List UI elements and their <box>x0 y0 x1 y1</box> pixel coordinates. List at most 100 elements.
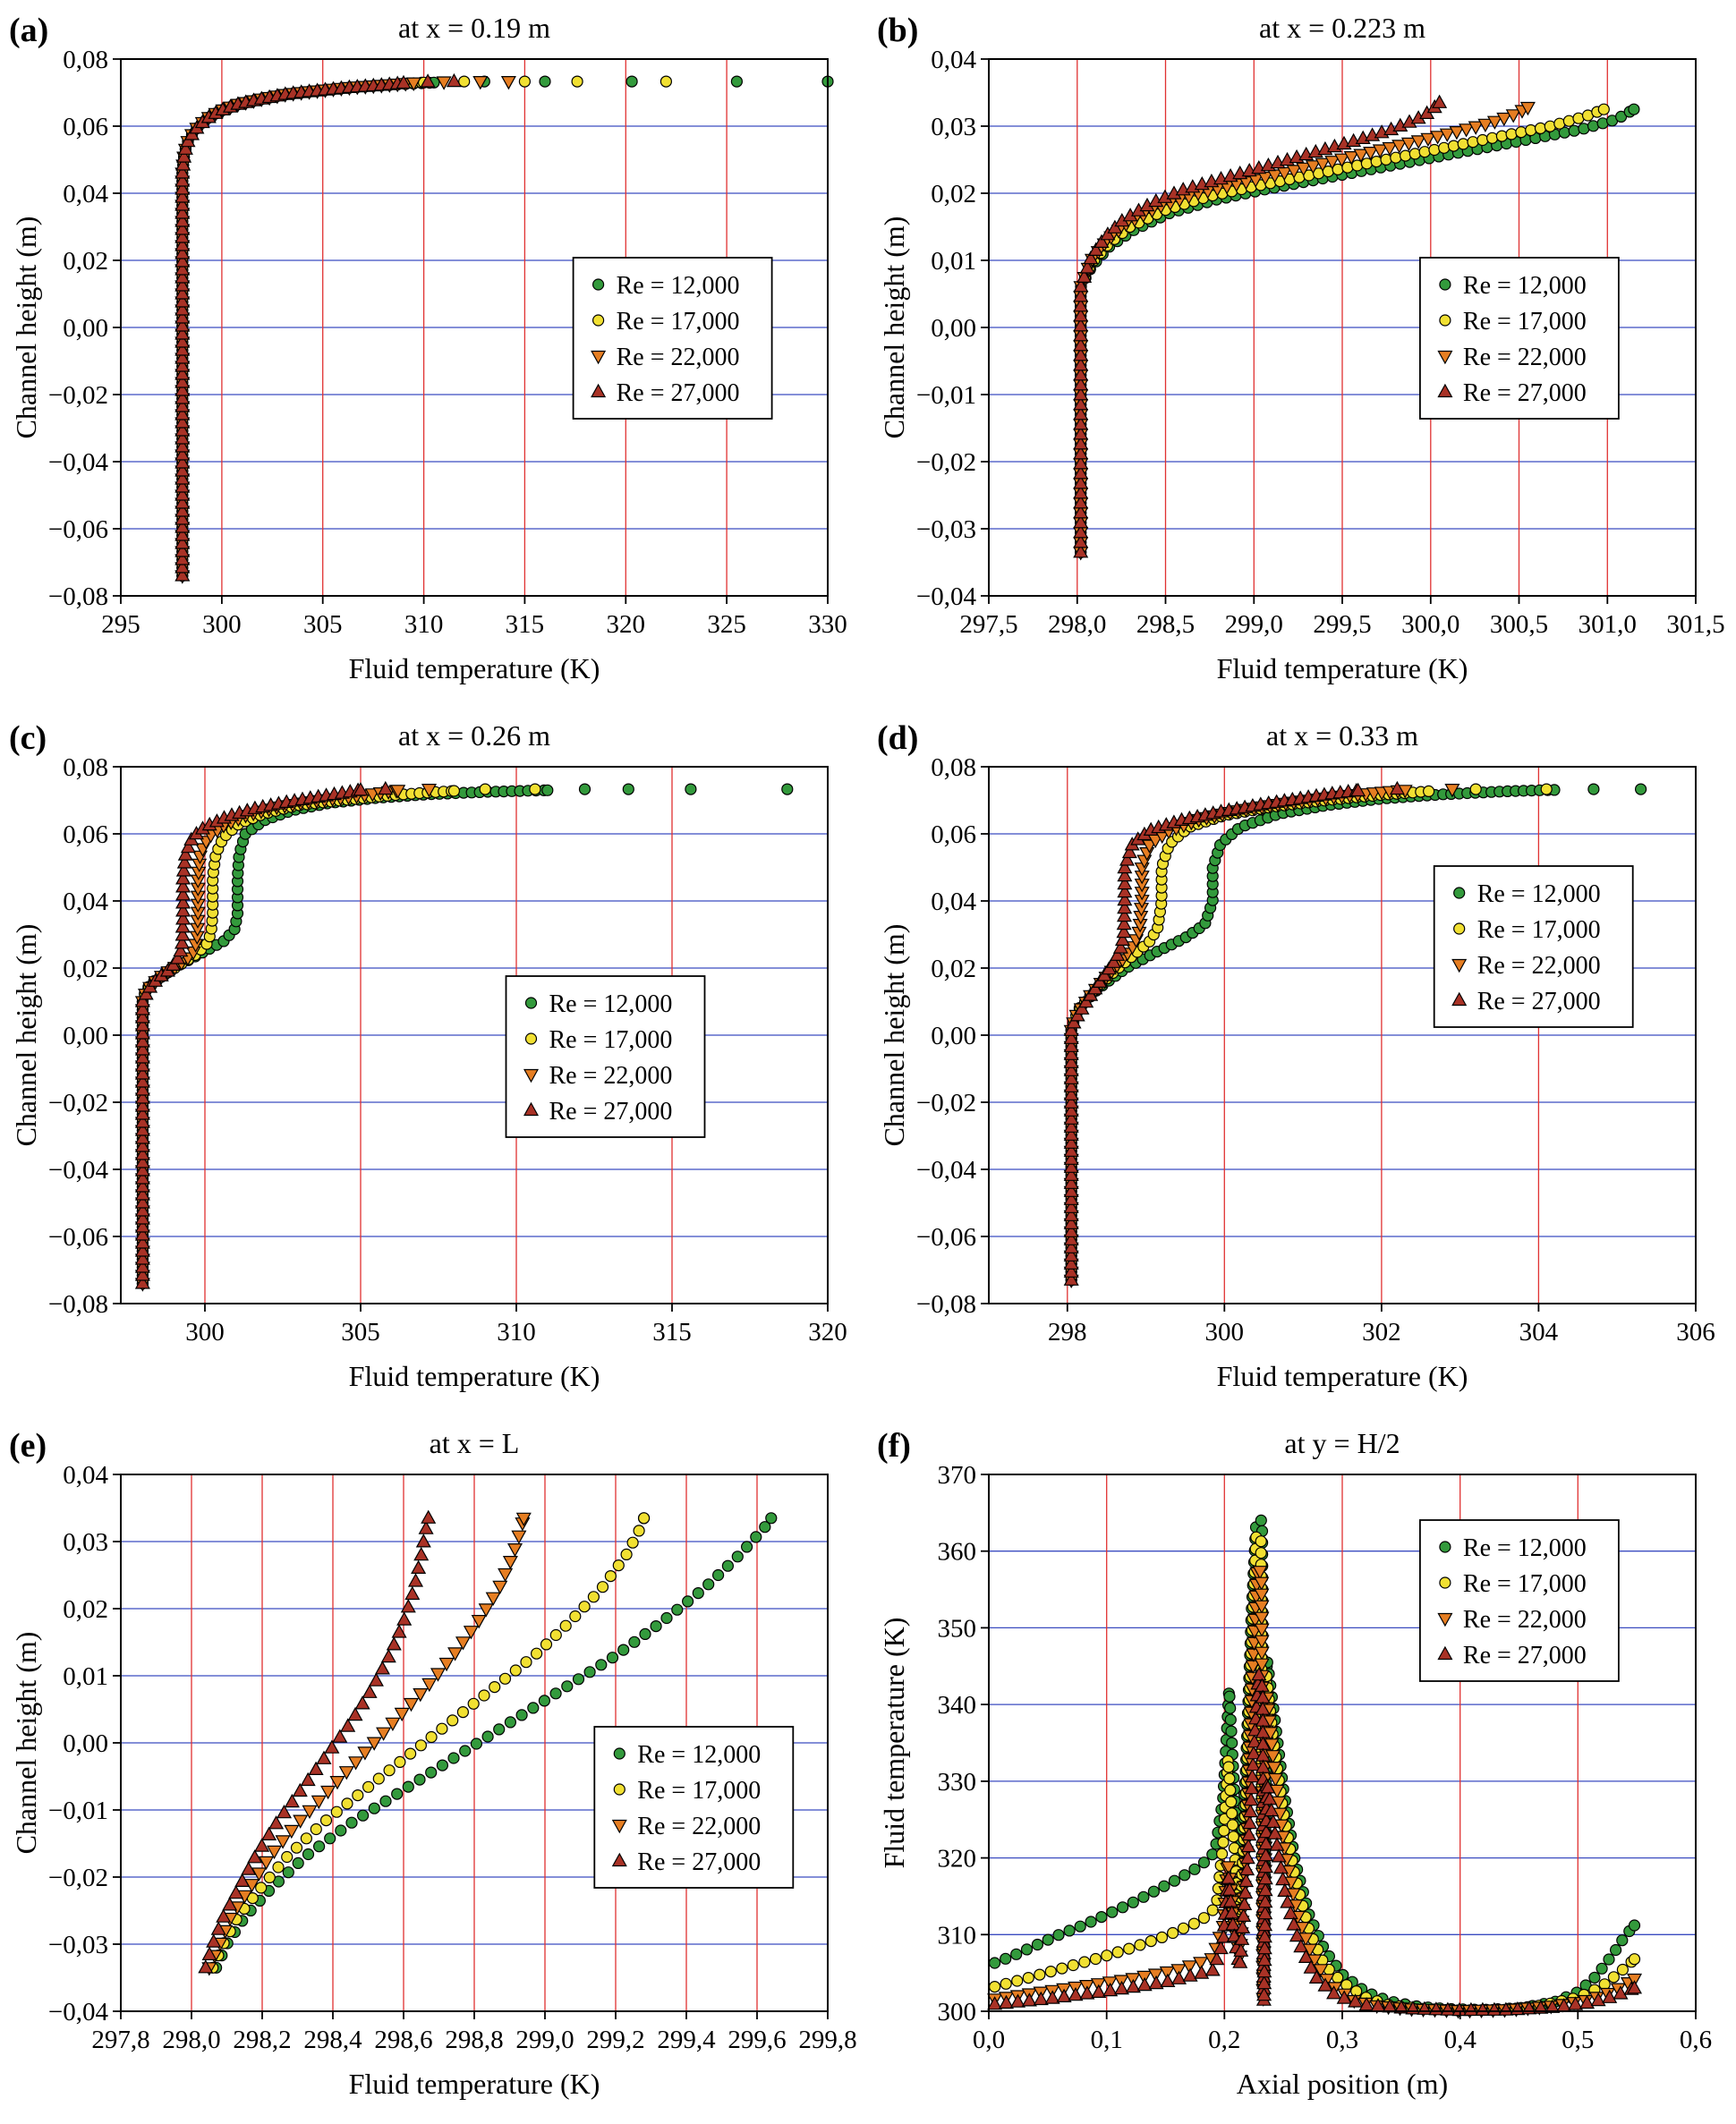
svg-text:0,00: 0,00 <box>63 314 108 343</box>
legend-entry-label: Re = 12,000 <box>549 990 673 1018</box>
svg-text:0,02: 0,02 <box>63 247 108 276</box>
svg-text:0,02: 0,02 <box>63 955 108 983</box>
panel-d-temperature-profile-chart: 298 300 302 304 306 −0,08 −0,06 −0,04 −0,02 0,00 0… <box>868 708 1736 1415</box>
series-re-27-000 <box>134 780 394 1289</box>
y-axis-ticks-and-labels: −0,08 −0,06 −0,04 −0,02 0,00 0,02 0,04 0,06 0,08 <box>48 753 121 1319</box>
svg-text:298,6: 298,6 <box>374 2026 432 2054</box>
svg-text:0,6: 0,6 <box>1680 2026 1712 2054</box>
svg-text:0,00: 0,00 <box>931 1022 976 1050</box>
chart-title: at y = H/2 <box>1284 1427 1400 1459</box>
svg-text:0,06: 0,06 <box>63 113 108 141</box>
chart-canvas: 297,8 298,0 298,2 298,4 298,6 298,8 299,0 299,2… <box>9 1427 857 2100</box>
svg-text:302: 302 <box>1362 1318 1401 1347</box>
x-axis-label: Fluid temperature (K) <box>349 2068 600 2100</box>
svg-text:−0,02: −0,02 <box>916 1089 976 1117</box>
panel-a-temperature-profile-chart: 295 300 305 310 315 320 325 330 −0,08 −0,06 −0,04−… <box>0 0 868 708</box>
svg-text:0,5: 0,5 <box>1562 2026 1594 2054</box>
legend-entry-label: Re = 17,000 <box>1463 1570 1587 1598</box>
svg-text:340: 340 <box>938 1691 977 1720</box>
y-axis-label: Fluid temperature (K) <box>878 1618 910 1869</box>
svg-text:−0,02: −0,02 <box>48 381 108 410</box>
svg-text:299,6: 299,6 <box>728 2026 786 2054</box>
svg-text:0,08: 0,08 <box>931 753 976 782</box>
panel-label: (e) <box>9 1427 47 1465</box>
chart-title: at x = L <box>430 1427 520 1459</box>
chart-title: at x = 0.26 m <box>398 719 550 752</box>
svg-text:0,4: 0,4 <box>1444 2026 1477 2054</box>
svg-text:350: 350 <box>938 1614 977 1643</box>
svg-text:0,04: 0,04 <box>63 1461 108 1490</box>
svg-text:0,04: 0,04 <box>931 46 976 74</box>
svg-text:306: 306 <box>1676 1318 1715 1347</box>
panel-label: (b) <box>877 12 918 49</box>
svg-text:370: 370 <box>938 1461 977 1490</box>
panel-c-temperature-profile-chart: 300 305 310 315 320 −0,08 −0,06 −0,04 −0,02 0,00 0… <box>0 708 868 1415</box>
legend-entry-label: Re = 12,000 <box>1463 1534 1587 1562</box>
x-axis-label: Fluid temperature (K) <box>349 1360 600 1392</box>
svg-text:0,04: 0,04 <box>63 888 108 916</box>
legend-entry-label: Re = 12,000 <box>1477 880 1601 908</box>
svg-text:−0,04: −0,04 <box>916 582 977 611</box>
svg-text:300: 300 <box>938 1998 977 2026</box>
chart-canvas: 0,0 0,1 0,2 0,3 0,4 0,5 0,63003103203303403503… <box>877 1427 1712 2100</box>
svg-text:298,2: 298,2 <box>233 2026 291 2054</box>
svg-text:0,06: 0,06 <box>931 820 976 849</box>
svg-text:0,3: 0,3 <box>1326 2026 1358 2054</box>
legend-box <box>505 975 706 1138</box>
legend-box <box>1419 1519 1620 1682</box>
svg-text:−0,01: −0,01 <box>916 381 976 410</box>
legend-box <box>1433 865 1634 1028</box>
legend-entry-label: Re = 27,000 <box>1477 988 1601 1015</box>
legend-entry-label: Re = 22,000 <box>549 1062 673 1090</box>
panel-label: (a) <box>9 12 48 49</box>
legend: Re = 12,000 Re = 17,000 Re = 22,000 Re = 27… <box>1433 865 1634 1028</box>
svg-text:0,02: 0,02 <box>931 955 976 983</box>
panel-label: (c) <box>9 719 47 757</box>
panel-f-axial-temperature-chart: 0,0 0,1 0,2 0,3 0,4 0,5 0,6 300 310 320 330 340 350 3… <box>868 1415 1736 2124</box>
svg-text:300,5: 300,5 <box>1490 610 1548 639</box>
legend-entry-label: Re = 27,000 <box>617 379 740 407</box>
svg-text:305: 305 <box>341 1318 380 1347</box>
svg-text:−0,04: −0,04 <box>48 1156 109 1185</box>
legend-entry-label: Re = 27,000 <box>1463 379 1587 407</box>
svg-text:−0,03: −0,03 <box>48 1931 108 1959</box>
x-axis-ticks-and-labels: 297,5 298,0 298,5 299,0 299,5 300,0 300,5 301,0… <box>959 596 1725 639</box>
y-axis-label: Channel height (m) <box>10 217 42 439</box>
chart-canvas: 295 300 305 310 315 320 325 330−0,08−0,06−0,04−… <box>9 12 847 684</box>
svg-text:298,0: 298,0 <box>162 2026 220 2054</box>
legend-box <box>1419 257 1620 420</box>
svg-text:301,5: 301,5 <box>1666 610 1724 639</box>
legend-entry-label: Re = 22,000 <box>1477 952 1601 980</box>
horizontal-gridlines <box>121 125 828 530</box>
svg-text:300: 300 <box>185 1318 225 1347</box>
svg-text:0,06: 0,06 <box>63 820 108 849</box>
svg-text:−0,02: −0,02 <box>48 1089 108 1117</box>
legend: Re = 12,000 Re = 17,000 Re = 22,000 Re = 27… <box>572 257 773 420</box>
chart-title: at x = 0.33 m <box>1266 719 1418 752</box>
legend-entry-label: Re = 12,000 <box>617 272 740 300</box>
svg-text:0,1: 0,1 <box>1091 2026 1123 2054</box>
svg-text:304: 304 <box>1519 1318 1559 1347</box>
svg-text:310: 310 <box>404 610 444 639</box>
svg-text:301,0: 301,0 <box>1579 610 1637 639</box>
svg-text:−0,03: −0,03 <box>916 515 976 544</box>
svg-text:0,2: 0,2 <box>1208 2026 1240 2054</box>
svg-text:299,5: 299,5 <box>1313 610 1371 639</box>
x-axis-ticks-and-labels: 0,0 0,1 0,2 0,3 0,4 0,5 0,6 <box>973 2011 1712 2054</box>
chart-title: at x = 0.223 m <box>1259 12 1425 44</box>
svg-text:360: 360 <box>938 1538 977 1567</box>
svg-text:310: 310 <box>938 1921 977 1950</box>
legend: Re = 12,000 Re = 17,000 Re = 22,000 Re = 27… <box>593 1726 795 1889</box>
svg-text:0,08: 0,08 <box>63 46 108 74</box>
legend-entry-label: Re = 27,000 <box>549 1098 673 1126</box>
panel-e-temperature-profile-chart: 297,8 298,0 298,2 298,4 298,6 298,8 299,0 299,2… <box>0 1415 868 2124</box>
horizontal-gridlines <box>121 833 828 1237</box>
svg-text:0,03: 0,03 <box>931 113 976 141</box>
chart-canvas: 300 305 310 315 320 −0,08 −0,06 −0,04 −0,02 0,00 0… <box>9 719 847 1392</box>
x-axis-label: Axial position (m) <box>1237 2068 1448 2100</box>
svg-text:298: 298 <box>1048 1318 1087 1347</box>
svg-text:299,0: 299,0 <box>515 2026 574 2054</box>
svg-text:−0,06: −0,06 <box>48 515 108 544</box>
svg-text:−0,08: −0,08 <box>48 1290 108 1319</box>
